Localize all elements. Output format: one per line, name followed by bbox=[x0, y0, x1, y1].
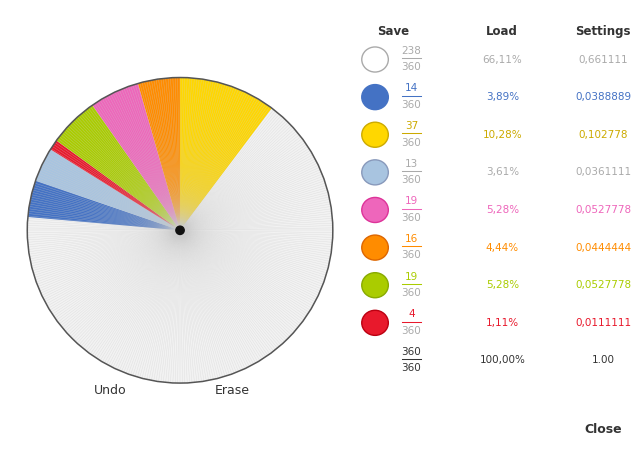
Text: 5,28%: 5,28% bbox=[485, 205, 519, 215]
Text: Load: Load bbox=[486, 25, 518, 38]
Wedge shape bbox=[35, 149, 180, 230]
Ellipse shape bbox=[362, 235, 388, 260]
Text: 360: 360 bbox=[401, 288, 421, 298]
Text: 14: 14 bbox=[405, 84, 418, 94]
Text: Close: Close bbox=[584, 423, 622, 436]
Text: 360: 360 bbox=[401, 251, 421, 260]
Text: 360: 360 bbox=[401, 63, 421, 72]
Text: 4: 4 bbox=[408, 309, 415, 319]
Text: 16: 16 bbox=[405, 234, 418, 244]
Text: 360: 360 bbox=[401, 363, 421, 373]
Wedge shape bbox=[180, 78, 272, 230]
Wedge shape bbox=[138, 78, 180, 230]
Text: Save: Save bbox=[377, 25, 410, 38]
Wedge shape bbox=[28, 180, 180, 230]
Text: 5,28%: 5,28% bbox=[485, 280, 519, 290]
Text: 0,102778: 0,102778 bbox=[578, 130, 628, 140]
Text: 360: 360 bbox=[401, 213, 421, 223]
Text: Erase: Erase bbox=[215, 384, 249, 397]
Text: 37: 37 bbox=[405, 121, 418, 131]
Text: 1.00: 1.00 bbox=[592, 355, 615, 366]
Text: 360: 360 bbox=[401, 326, 421, 336]
Wedge shape bbox=[51, 141, 180, 230]
Text: Undo: Undo bbox=[95, 384, 127, 397]
Text: 360: 360 bbox=[401, 347, 421, 357]
Text: 3,61%: 3,61% bbox=[485, 167, 519, 177]
Text: 238: 238 bbox=[401, 46, 421, 56]
Text: 19: 19 bbox=[405, 272, 418, 282]
Ellipse shape bbox=[362, 122, 388, 147]
Text: 13: 13 bbox=[405, 159, 418, 169]
Text: 0,0527778: 0,0527778 bbox=[575, 205, 631, 215]
Text: 3,89%: 3,89% bbox=[485, 92, 519, 102]
Ellipse shape bbox=[362, 160, 388, 185]
Text: 0,0388889: 0,0388889 bbox=[575, 92, 631, 102]
Ellipse shape bbox=[362, 273, 388, 298]
Text: 0,0444444: 0,0444444 bbox=[575, 243, 631, 252]
Text: Settings: Settings bbox=[575, 25, 631, 38]
Ellipse shape bbox=[362, 85, 388, 110]
Text: 100,00%: 100,00% bbox=[480, 355, 525, 366]
Ellipse shape bbox=[362, 310, 388, 336]
Circle shape bbox=[176, 226, 184, 235]
Text: 0,0527778: 0,0527778 bbox=[575, 280, 631, 290]
Text: 0,0111111: 0,0111111 bbox=[575, 318, 631, 328]
Text: 0,0361111: 0,0361111 bbox=[575, 167, 631, 177]
Circle shape bbox=[27, 78, 333, 383]
Text: 360: 360 bbox=[401, 175, 421, 185]
Text: 4,44%: 4,44% bbox=[485, 243, 519, 252]
Wedge shape bbox=[93, 84, 180, 230]
Wedge shape bbox=[27, 108, 333, 383]
Ellipse shape bbox=[362, 197, 388, 222]
Text: 360: 360 bbox=[401, 138, 421, 148]
Text: 19: 19 bbox=[405, 196, 418, 206]
Text: 0,661111: 0,661111 bbox=[578, 55, 628, 64]
Ellipse shape bbox=[362, 47, 388, 72]
Text: 10,28%: 10,28% bbox=[482, 130, 522, 140]
Text: 66,11%: 66,11% bbox=[482, 55, 522, 64]
Text: 1,11%: 1,11% bbox=[485, 318, 519, 328]
Text: 360: 360 bbox=[401, 100, 421, 110]
Wedge shape bbox=[57, 105, 180, 230]
